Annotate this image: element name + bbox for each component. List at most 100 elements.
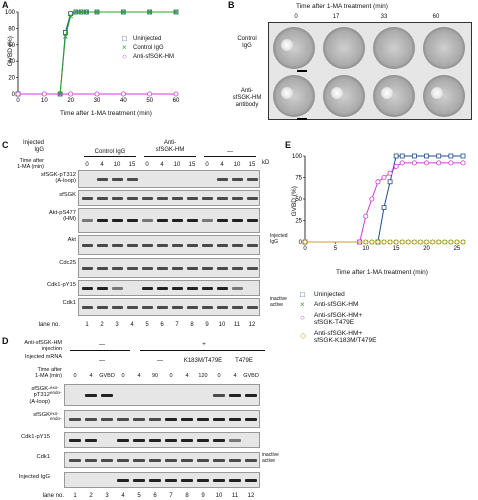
panel-c-side-active: inactive active xyxy=(270,296,287,308)
data-point xyxy=(429,239,436,245)
blot-band xyxy=(69,458,81,462)
blot-band xyxy=(82,219,93,222)
lane-time: 0 xyxy=(145,162,149,168)
blot-band xyxy=(187,196,198,200)
blot-band xyxy=(157,286,168,290)
blot-row-label: Akt-pS477 (HM) xyxy=(48,210,76,223)
blot-strip xyxy=(78,190,260,206)
lane-time: 0 xyxy=(205,162,209,168)
blot-band xyxy=(197,417,209,421)
data-point xyxy=(460,160,466,166)
oocyte-image xyxy=(423,27,465,69)
data-point xyxy=(448,153,454,159)
x-tick-label: 25 xyxy=(454,246,461,252)
panel-d-mrna-1: — xyxy=(157,358,163,364)
blot-band xyxy=(213,417,225,421)
lane-number: 8 xyxy=(185,493,189,499)
lane-time: 0 xyxy=(169,373,173,379)
blot-band xyxy=(165,478,177,482)
blot-strip xyxy=(64,432,260,448)
blot-band xyxy=(187,219,198,222)
blot-band xyxy=(82,266,93,270)
y-tick-label: 20 xyxy=(8,76,15,82)
panel-e-ylabel: GVBD (%) xyxy=(290,186,298,217)
blot-band xyxy=(157,305,168,309)
data-point xyxy=(399,239,406,245)
blot-band xyxy=(181,458,193,462)
blot-band xyxy=(197,438,209,442)
blot-band xyxy=(85,417,97,421)
blot-band xyxy=(142,266,153,270)
data-point xyxy=(147,91,153,97)
blot-band xyxy=(245,417,257,421)
panel-b-time-33: 33 xyxy=(380,14,388,20)
blot-band xyxy=(247,243,258,247)
data-point xyxy=(68,91,74,97)
panel-b-images xyxy=(268,22,472,120)
blot-band xyxy=(142,305,153,309)
blot-band xyxy=(117,438,129,442)
data-point xyxy=(411,160,417,166)
legend-circle-icon: ○ xyxy=(122,52,127,61)
panel-b-time-17: 17 xyxy=(332,14,340,20)
lane-number: 7 xyxy=(175,322,179,328)
germinal-vesicle xyxy=(431,87,443,99)
group-line xyxy=(84,156,136,157)
panel-c-group-control: Control IgG xyxy=(94,149,126,155)
blot-band xyxy=(232,196,243,200)
data-point xyxy=(423,239,430,245)
blot-band xyxy=(165,417,177,421)
panel-b-time-60: 60 xyxy=(432,14,440,20)
lane-number: 6 xyxy=(160,322,164,328)
legend-cross-icon: × xyxy=(122,43,127,52)
lane-time: 120 xyxy=(198,373,208,379)
blot-band xyxy=(133,458,145,462)
panel-c-side-igg: Injected IgG xyxy=(270,233,288,245)
panel-d-plus: + xyxy=(202,342,206,348)
lane-time: 0 xyxy=(73,373,77,379)
panel-c-group-none: — xyxy=(227,149,233,155)
group-line xyxy=(144,156,196,157)
data-point xyxy=(424,153,429,159)
legend-uninjected: Uninjected xyxy=(133,36,162,42)
blot-row-label: Cdk1 xyxy=(62,300,76,306)
blot-band xyxy=(197,478,209,482)
lane-number: 6 xyxy=(153,493,157,499)
x-tick-label: 30 xyxy=(94,98,101,104)
lane-time: 4 xyxy=(185,373,189,379)
blot-band xyxy=(217,177,228,181)
data-point xyxy=(399,153,405,159)
blot-band xyxy=(149,478,161,482)
blot-band xyxy=(112,219,123,222)
blot-band xyxy=(172,219,183,222)
lane-number: 1 xyxy=(73,493,77,499)
blot-band xyxy=(232,305,243,309)
blot-band xyxy=(187,305,198,309)
legend-e-k183m: Anti-sfSGK-HM+ sfSGK-K183M/T479E xyxy=(314,330,377,345)
blot-band xyxy=(112,286,123,290)
panel-label-b: B xyxy=(228,0,235,10)
panel-b-row-anti: Anti- sfSGK-HM antibody xyxy=(232,88,262,108)
blot-band xyxy=(97,243,108,247)
blot-band xyxy=(187,243,198,247)
lane-number: 12 xyxy=(247,493,255,499)
blot-band xyxy=(82,286,93,290)
data-point xyxy=(460,239,466,245)
panel-label-c: C xyxy=(2,140,9,150)
oocyte-image xyxy=(373,27,415,69)
lane-number: 5 xyxy=(145,322,149,328)
data-point xyxy=(41,91,47,97)
lane-time: 0 xyxy=(121,373,125,379)
y-tick-label: 0 xyxy=(12,92,16,98)
legend-e-anti: Anti-sfSGK-HM xyxy=(314,301,359,308)
oocyte-image xyxy=(323,27,365,69)
data-point xyxy=(399,160,405,166)
panel-a-legend: □ Uninjected × Control IgG ○ Anti-sfSGK-HM xyxy=(122,35,192,63)
panel-d-mrna-2: K183M/T479E xyxy=(183,358,223,364)
data-point xyxy=(369,196,375,202)
data-point xyxy=(417,239,424,245)
data-point xyxy=(460,153,466,159)
x-tick-label: 10 xyxy=(362,246,369,252)
blot-band xyxy=(217,286,228,290)
blot-band xyxy=(127,219,138,222)
